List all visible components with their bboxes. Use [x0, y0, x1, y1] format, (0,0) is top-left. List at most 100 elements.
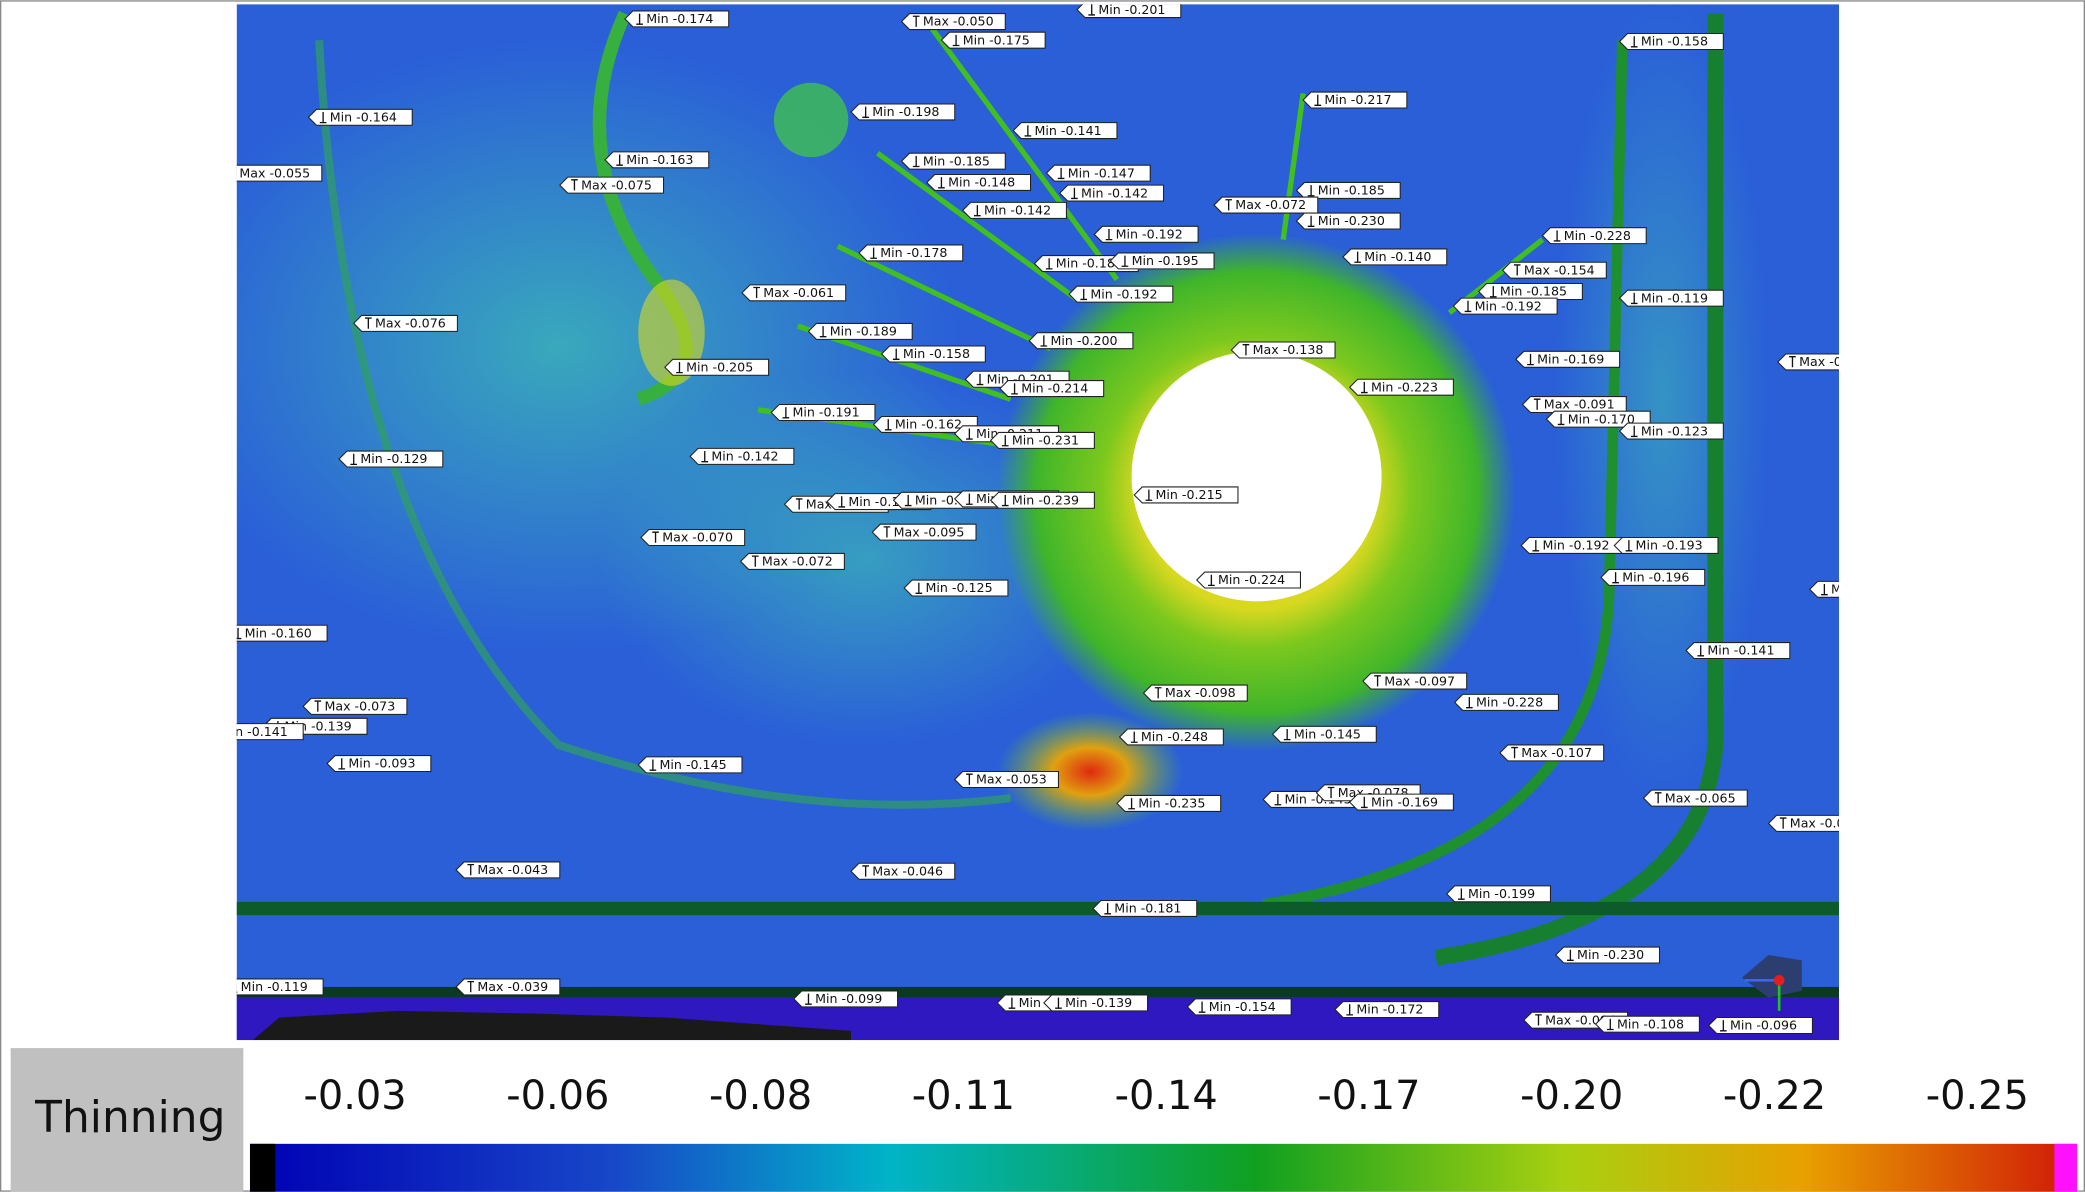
min-icon [1208, 574, 1215, 587]
label-text: Min -0.172 [1356, 1002, 1423, 1017]
label-box [1116, 794, 1222, 812]
label-text: Min -0.163 [626, 152, 693, 167]
result-label: Min -0.140 [1342, 248, 1448, 266]
result-label: Min -0.158 [880, 345, 986, 363]
result-label: Max -0.043 [455, 861, 561, 879]
label-box [1541, 227, 1647, 245]
label-box [1348, 793, 1454, 811]
min-icon [1057, 167, 1065, 180]
result-label: Min -0.191 [770, 403, 876, 422]
result-label: Min -0.145 [637, 756, 743, 774]
min-icon [1045, 258, 1053, 270]
label-box [1445, 885, 1551, 903]
label-box [903, 579, 1009, 597]
label-box [326, 755, 432, 773]
label-text: Min -0.154 [1209, 999, 1276, 1014]
label-box [1068, 285, 1174, 303]
result-label: Max -0.075 [559, 176, 665, 194]
result-label: Min -0.217 [1302, 91, 1408, 109]
label-box [1195, 571, 1301, 589]
result-label: Max -0.098 [1142, 684, 1248, 702]
min-icon [819, 326, 827, 338]
min-icon [1274, 794, 1282, 806]
result-label: Max -0.061 [741, 284, 847, 302]
label-box [559, 176, 665, 194]
result-label: Min -0.192 [1452, 297, 1558, 315]
label-box [664, 358, 770, 376]
legend-tick-label: -0.08 [709, 1073, 812, 1119]
result-label: Min -0.185 [1295, 181, 1401, 199]
label-box [770, 403, 876, 422]
label-box [1767, 814, 1840, 832]
label-text: Min -0.108 [1617, 1016, 1684, 1031]
label-text: Min -0.228 [1564, 228, 1631, 243]
min-icon [1307, 215, 1315, 228]
result-label: Max -0.039 [455, 978, 561, 996]
label-box [1230, 341, 1336, 359]
min-icon [1121, 255, 1129, 267]
result-label: Min -0.141 [236, 723, 304, 741]
max-icon [795, 498, 803, 510]
label-text: Max -0.076 [375, 316, 446, 331]
min-icon [1080, 288, 1088, 301]
result-label: Min -0.169 [1348, 793, 1454, 811]
label-box [1555, 946, 1661, 964]
min-icon [1612, 572, 1619, 584]
label-text: Min -0.192 [1542, 538, 1609, 553]
triad [1741, 955, 1802, 1011]
min-icon [1630, 292, 1638, 305]
min-icon [1354, 251, 1361, 263]
label-text: Max -0.050 [923, 14, 994, 29]
result-label: Min -0.230 [1555, 946, 1661, 964]
label-box [1076, 4, 1182, 19]
label-text: Min -0.248 [1141, 729, 1208, 744]
result-label: Min -0.239 [989, 491, 1095, 509]
label-box [953, 770, 1059, 789]
result-label: Min -0.141 [1012, 122, 1118, 140]
color-bar [249, 1143, 2078, 1192]
result-label: Min -0.154 [1186, 998, 1292, 1016]
max-icon [912, 15, 920, 27]
label-text: Max -0.061 [763, 285, 834, 300]
min-icon [1360, 796, 1368, 809]
result-label: Max -0.076 [352, 314, 458, 332]
label-box [850, 862, 956, 880]
result-label: Min -0.158 [1618, 32, 1724, 51]
label-box [455, 978, 561, 996]
min-icon [1625, 540, 1633, 552]
label-box [1618, 289, 1724, 307]
legend-tick-label: -0.03 [303, 1073, 406, 1119]
label-box [1045, 164, 1151, 182]
result-label: Min -0.142 [689, 447, 795, 465]
result-label: Min -0.228 [1541, 227, 1647, 245]
max-icon [314, 700, 322, 712]
label-text: Min -0.224 [1218, 572, 1285, 587]
label-text: Min -0.139 [1065, 995, 1132, 1010]
result-label: Min -0.164 [307, 108, 413, 126]
label-text: Min -0.239 [1012, 492, 1079, 507]
label-box [1521, 396, 1627, 414]
label-box [961, 201, 1067, 219]
min-icon [1553, 230, 1561, 242]
min-icon [1283, 728, 1291, 741]
label-box [338, 450, 444, 468]
result-label: Min -0.129 [338, 450, 444, 468]
legend-tick-label: -0.22 [1723, 1073, 1826, 1119]
min-icon [904, 494, 912, 507]
label-text: Min -0.141 [1707, 643, 1774, 658]
label-box [900, 13, 1006, 31]
min-icon [1008, 997, 1016, 1009]
max-icon [862, 865, 869, 877]
label-text: Min -0.145 [1294, 726, 1361, 741]
result-label: Min -0.192 [1068, 285, 1174, 303]
result-label: Max -0.154 [1501, 261, 1607, 279]
min-icon [1489, 286, 1497, 298]
min-icon [1088, 4, 1096, 16]
max-icon [467, 980, 475, 993]
label-box [352, 314, 458, 332]
label-text: Max -0.095 [894, 524, 965, 539]
result-label: Min -0.181 [1092, 899, 1198, 917]
min-icon [870, 247, 877, 259]
result-label: Min -0.099 [793, 990, 899, 1008]
min-icon [1104, 903, 1111, 915]
